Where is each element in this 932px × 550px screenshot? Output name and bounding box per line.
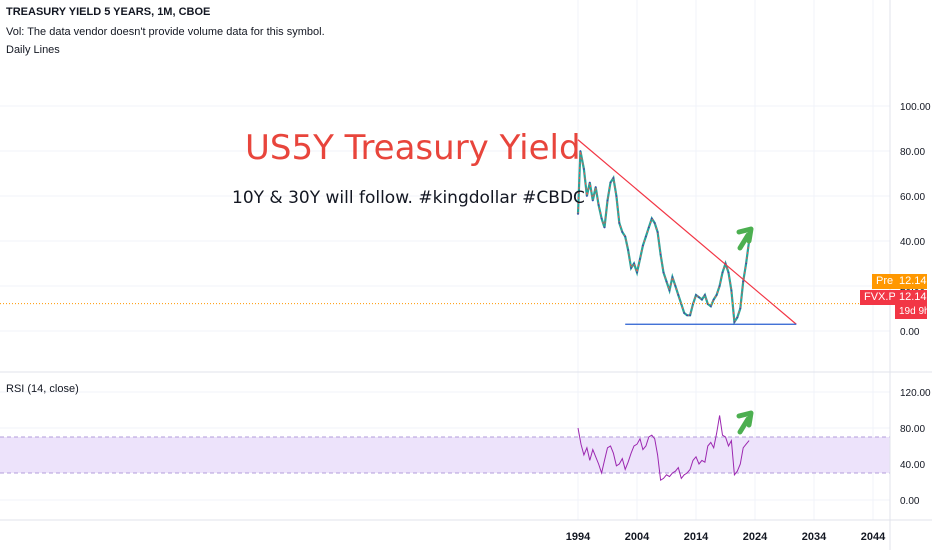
price-point [636, 271, 638, 274]
price-line-up [576, 150, 751, 326]
price-point [591, 199, 594, 202]
price-point [621, 231, 624, 233]
time-tick-label: 2044 [861, 531, 886, 543]
price-point [703, 294, 706, 296]
price-point [606, 199, 609, 202]
rsi-tick-label: 40.00 [900, 460, 925, 471]
price-point [739, 307, 742, 310]
price-point [639, 258, 641, 260]
price-point [695, 294, 697, 296]
price-point [712, 298, 715, 301]
price-point [677, 294, 680, 296]
price-point [642, 244, 644, 247]
price-point [597, 204, 600, 206]
rsi-tick-label: 80.00 [900, 424, 925, 435]
price-point [650, 217, 653, 220]
rsi-band-fill [0, 437, 890, 473]
price-line-down [577, 150, 750, 324]
price-point [721, 271, 724, 274]
price-point [715, 294, 718, 296]
price-point [633, 262, 635, 265]
bar-countdown-tag: 19d 9h [895, 304, 930, 319]
price-point [577, 213, 579, 215]
symbol-legend[interactable]: TREASURY YIELD 5 YEARS, 1M, CBOE [6, 6, 211, 18]
price-point [656, 231, 659, 233]
price-point [730, 289, 733, 292]
rsi-series [577, 415, 750, 482]
price-point [579, 150, 582, 152]
price-point [603, 226, 606, 229]
price-point [647, 226, 650, 229]
price-point [686, 314, 689, 317]
price-point [701, 298, 703, 301]
price-point [671, 276, 674, 278]
price-tick-label: 100.00 [900, 102, 931, 113]
annotation-main-title: US5Y Treasury Yield [245, 128, 581, 168]
price-point [594, 186, 597, 188]
grid-lines [0, 0, 890, 520]
price-point [653, 222, 656, 224]
time-tick-label: 2004 [625, 531, 650, 543]
price-point [718, 285, 721, 287]
time-tick-label: 2014 [684, 531, 709, 543]
time-tick-label: 2024 [743, 531, 768, 543]
symbol-tag: FVX.P [860, 290, 900, 305]
price-point [659, 253, 662, 256]
time-tick-label: 1994 [566, 531, 591, 543]
price-point [733, 321, 736, 323]
price-point [727, 271, 730, 274]
price-up-arrow-icon [736, 226, 754, 251]
rsi-tick-label: 0.00 [900, 496, 920, 507]
price-series [576, 150, 751, 326]
rsi-legend[interactable]: RSI (14, close) [6, 383, 79, 395]
price-point [736, 316, 739, 319]
rsi-up-arrow-icon [736, 410, 754, 435]
price-point [612, 177, 615, 179]
pre-market-tag: Pre [872, 274, 898, 289]
time-tick-label: 2034 [802, 531, 827, 543]
rsi-line [577, 415, 750, 482]
price-point [583, 168, 585, 170]
price-point [630, 267, 632, 269]
price-point [668, 289, 671, 292]
last-price-tag: 12.14 [895, 290, 927, 305]
price-tick-label: 80.00 [900, 147, 925, 158]
price-point [600, 217, 603, 220]
pre-market-value-tag: 12.14 [895, 274, 927, 289]
price-point [689, 314, 691, 317]
price-point [615, 195, 618, 197]
price-point [665, 280, 668, 283]
price-tick-label: 40.00 [900, 237, 925, 248]
price-point [624, 235, 627, 238]
price-point [709, 305, 712, 308]
price-point [609, 181, 612, 184]
rsi-tick-label: 120.00 [900, 388, 931, 399]
price-point [644, 235, 647, 238]
rsi-band [0, 436, 890, 474]
price-point [742, 280, 745, 283]
price-tick-label: 60.00 [900, 192, 925, 203]
volume-note: Vol: The data vendor doesn't provide vol… [6, 26, 325, 38]
price-point [674, 285, 677, 287]
price-point [745, 262, 748, 265]
price-point [683, 312, 686, 314]
price-point [627, 249, 630, 251]
price-point [588, 181, 591, 184]
price-point [662, 271, 665, 274]
descending-trendline [577, 139, 797, 325]
price-point [698, 296, 700, 299]
annotation-subtitle: 10Y & 30Y will follow. #kingdollar #CBDC [232, 188, 585, 208]
price-point [618, 222, 621, 224]
price-point [585, 195, 588, 197]
drawings [0, 139, 890, 435]
daily-lines-label[interactable]: Daily Lines [6, 44, 60, 56]
price-tick-label: 0.00 [900, 327, 920, 338]
